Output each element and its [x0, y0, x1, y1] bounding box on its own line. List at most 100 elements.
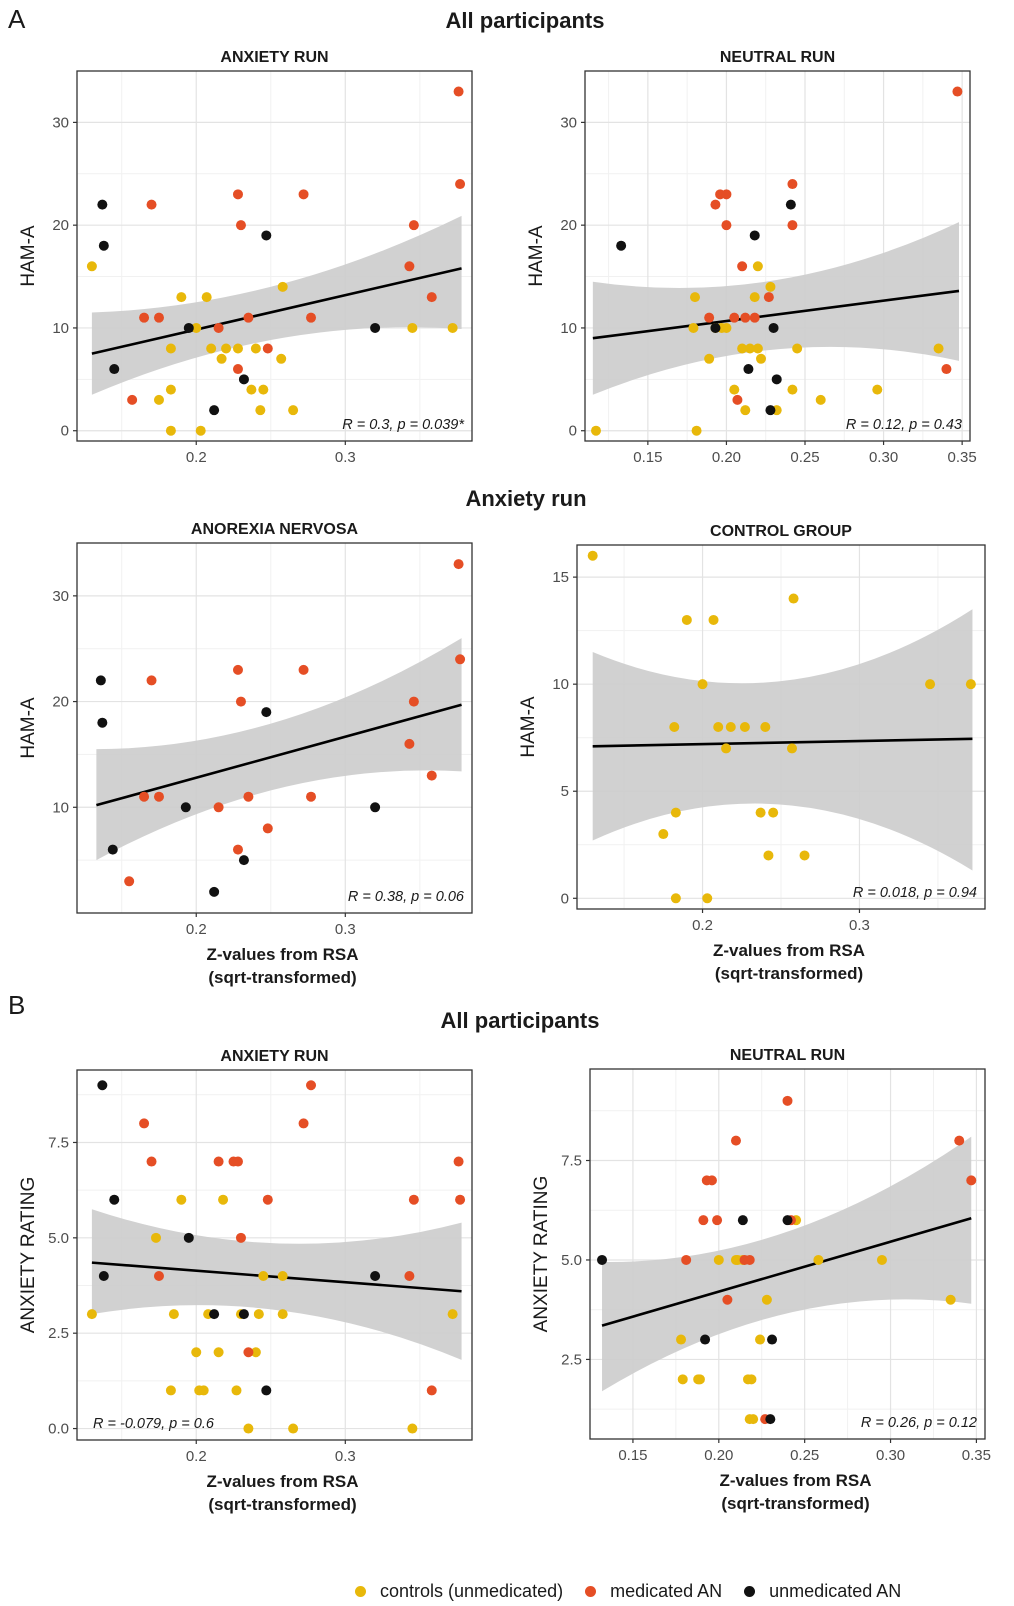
point-unmedicated — [768, 322, 779, 333]
point-controls — [670, 807, 681, 818]
point-medicated — [408, 220, 419, 231]
point-controls — [165, 1385, 176, 1396]
section-title-b-top: All participants — [440, 1008, 600, 1033]
legend-dot-controls — [355, 1585, 366, 1597]
point-controls — [786, 743, 797, 754]
point-medicated — [153, 791, 164, 802]
point-controls — [725, 722, 736, 732]
point-unmedicated — [98, 240, 109, 251]
stats-annotation: R = 0.26, p = 0.12 — [861, 1415, 977, 1431]
point-controls — [925, 679, 936, 690]
plot-area — [585, 71, 970, 441]
point-unmedicated — [261, 230, 272, 241]
point-medicated — [704, 312, 715, 323]
point-controls — [86, 261, 97, 272]
point-medicated — [426, 292, 437, 303]
point-medicated — [306, 1080, 317, 1091]
legend-item-controls: controls (unmedicated) — [355, 1581, 563, 1602]
point-controls — [153, 394, 164, 405]
point-controls — [218, 1194, 229, 1205]
stats-annotation: R = 0.018, p = 0.94 — [853, 885, 977, 901]
point-medicated — [235, 696, 246, 707]
y-tick-label: 30 — [560, 114, 577, 131]
y-tick-label: 5.0 — [48, 1230, 69, 1247]
point-controls — [713, 1254, 724, 1265]
point-controls — [255, 405, 266, 416]
point-unmedicated — [765, 1414, 776, 1425]
panel-label-b: B — [8, 990, 26, 1020]
x-axis-label: Z-values from RSA — [719, 1471, 871, 1490]
legend-dot-medicated — [585, 1585, 597, 1597]
point-unmedicated — [700, 1334, 711, 1345]
point-controls — [191, 322, 202, 333]
point-controls — [752, 261, 763, 272]
chart-title: CONTROL GROUP — [710, 523, 852, 540]
x-tick-label: 0.3 — [335, 921, 356, 938]
point-unmedicated — [109, 1194, 120, 1205]
point-unmedicated — [261, 1385, 272, 1396]
point-medicated — [262, 1194, 273, 1205]
point-controls — [737, 343, 748, 354]
y-axis-label: ANXIETY RATING — [18, 1177, 39, 1334]
point-controls — [788, 593, 799, 604]
point-controls — [765, 281, 776, 292]
x-axis-label: Z-values from RSA — [713, 941, 865, 960]
point-medicated — [243, 312, 254, 323]
y-axis-label: HAM-A — [18, 225, 39, 287]
point-controls — [872, 384, 883, 395]
legend: controls (unmedicated) medicated AN unme… — [355, 1578, 923, 1604]
point-medicated — [262, 343, 273, 354]
point-unmedicated — [785, 199, 796, 210]
point-controls — [407, 1423, 418, 1434]
point-medicated — [139, 791, 150, 802]
point-controls — [658, 829, 669, 840]
point-medicated — [453, 559, 464, 570]
point-controls — [165, 343, 176, 354]
x-tick-label: 0.3 — [849, 917, 870, 934]
y-tick-label: 30 — [52, 114, 69, 131]
confidence-band — [602, 1136, 972, 1392]
point-controls — [201, 292, 212, 303]
point-medicated — [306, 312, 317, 323]
point-unmedicated — [767, 1334, 778, 1345]
point-unmedicated — [771, 374, 782, 385]
point-unmedicated — [238, 374, 249, 385]
y-tick-label: 10 — [52, 320, 69, 337]
point-medicated — [740, 312, 751, 323]
point-medicated — [232, 1156, 243, 1167]
plot-frame — [584, 70, 971, 442]
point-medicated — [124, 876, 135, 887]
point-controls — [721, 322, 732, 333]
point-controls — [258, 1270, 269, 1281]
chart-a_neutral: 0.15 0.20 0.25 0.30 0.35 0 10 20 30 NEUTRAL RUN HA… — [526, 49, 977, 466]
point-controls — [288, 1423, 299, 1434]
point-controls — [799, 850, 810, 861]
plot-frame — [576, 544, 986, 910]
point-medicated — [153, 312, 164, 323]
point-medicated — [298, 1118, 309, 1129]
point-controls — [708, 614, 719, 625]
point-controls — [746, 1374, 757, 1385]
point-controls — [945, 1294, 956, 1305]
point-medicated — [146, 1156, 157, 1167]
point-controls — [165, 425, 176, 436]
point-medicated — [710, 199, 721, 210]
point-controls — [277, 281, 288, 292]
point-medicated — [306, 791, 317, 802]
point-medicated — [298, 189, 309, 200]
point-medicated — [262, 823, 273, 834]
legend-dot-unmedicated — [744, 1585, 756, 1597]
point-controls — [740, 405, 751, 416]
y-tick-label: 20 — [52, 694, 69, 711]
point-unmedicated — [183, 322, 194, 333]
point-unmedicated — [710, 322, 721, 333]
point-controls — [243, 1423, 254, 1434]
point-controls — [756, 353, 766, 364]
y-tick-label: 5 — [561, 783, 569, 800]
point-medicated — [952, 86, 963, 97]
point-controls — [755, 1334, 766, 1345]
legend-label-controls: controls (unmedicated) — [380, 1580, 564, 1601]
y-tick-label: 30 — [52, 588, 69, 605]
chart-b_neutral: 0.15 0.20 0.25 0.30 0.35 2.5 5.0 7.5 NEUTRAL RUN… — [531, 1047, 991, 1513]
point-medicated — [763, 292, 774, 303]
